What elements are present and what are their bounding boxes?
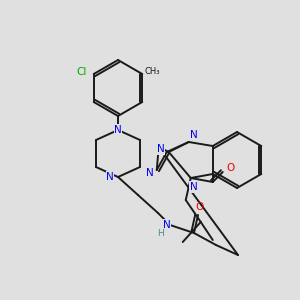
Text: O: O (195, 202, 203, 212)
Text: N: N (163, 220, 171, 230)
Text: N: N (114, 125, 122, 135)
Text: N: N (106, 172, 114, 182)
Text: H: H (157, 229, 164, 238)
Text: O: O (226, 163, 235, 173)
Text: N: N (190, 182, 198, 192)
Text: N: N (157, 144, 165, 154)
Text: N: N (190, 130, 198, 140)
Text: N: N (146, 168, 154, 178)
Text: Cl: Cl (76, 67, 87, 77)
Text: CH₃: CH₃ (145, 67, 160, 76)
